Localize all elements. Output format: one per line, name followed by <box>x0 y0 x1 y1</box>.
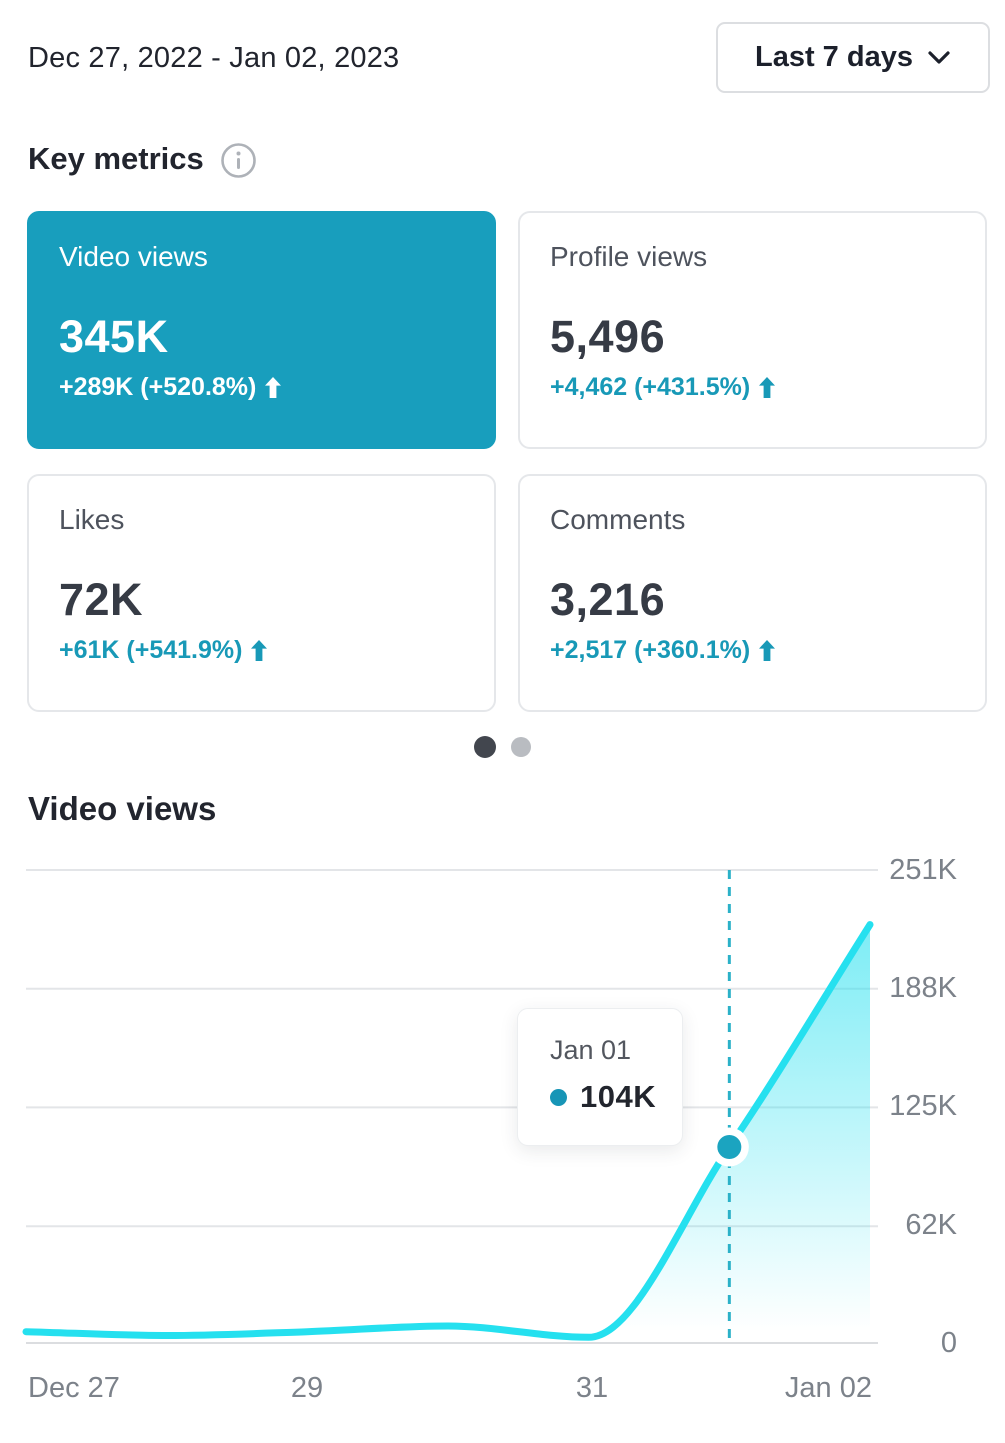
info-icon[interactable] <box>220 142 257 179</box>
line-chart-canvas[interactable] <box>0 850 1005 1365</box>
arrow-up-icon <box>251 640 268 661</box>
key-metrics-title: Key metrics <box>28 140 204 176</box>
y-axis-tick: 188K <box>889 972 957 1004</box>
pagination-dot-1[interactable] <box>474 736 496 758</box>
key-metrics-heading: Key metrics <box>28 140 257 179</box>
metric-title: Comments <box>550 504 686 535</box>
date-range-label: Dec 27, 2022 - Jan 02, 2023 <box>28 42 400 74</box>
metric-delta: +61K (+541.9%) <box>59 636 464 665</box>
metric-value: 72K <box>59 574 144 625</box>
date-range-selector-button[interactable]: Last 7 days <box>716 22 990 93</box>
metric-card-video-views[interactable]: Video views 345K +289K (+520.8%) <box>27 211 496 449</box>
chart-section-title: Video views <box>28 790 217 827</box>
y-axis-tick: 0 <box>940 1327 957 1359</box>
metric-delta: +2,517 (+360.1%) <box>550 636 955 665</box>
chevron-down-icon <box>927 50 951 65</box>
carousel-pagination <box>0 736 1005 758</box>
key-metrics-cards: Video views 345K +289K (+520.8%) Profile… <box>27 211 987 712</box>
metric-card-likes[interactable]: Likes 72K +61K (+541.9%) <box>27 474 496 712</box>
arrow-up-icon <box>265 377 282 398</box>
metric-delta: +289K (+520.8%) <box>59 373 464 402</box>
y-axis-tick: 251K <box>889 854 957 886</box>
y-axis-tick: 125K <box>889 1090 957 1122</box>
x-axis-tick: 31 <box>575 1372 609 1404</box>
chart-tooltip: Jan 01 104K <box>517 1008 683 1146</box>
pagination-dot-2[interactable] <box>511 737 531 757</box>
tooltip-date: Jan 01 <box>550 1035 632 1065</box>
metric-title: Likes <box>59 504 125 535</box>
x-axis-tick: Dec 27 <box>28 1372 120 1404</box>
metric-card-profile-views[interactable]: Profile views 5,496 +4,462 (+431.5%) <box>518 211 987 449</box>
video-views-chart[interactable]: 251K 188K 125K 62K 0 Dec 27 29 31 Jan 02… <box>0 850 1005 1443</box>
metric-card-comments[interactable]: Comments 3,216 +2,517 (+360.1%) <box>518 474 987 712</box>
series-dot-icon <box>550 1088 567 1106</box>
x-axis-tick: Jan 02 <box>784 1372 872 1404</box>
y-axis-tick: 62K <box>905 1209 957 1241</box>
x-axis-tick: 29 <box>290 1372 324 1404</box>
metric-title: Profile views <box>550 241 708 272</box>
tooltip-value: 104K <box>580 1079 657 1114</box>
metric-value: 3,216 <box>550 574 666 625</box>
arrow-up-icon <box>759 377 776 398</box>
metric-title: Video views <box>59 241 208 272</box>
metric-value: 345K <box>59 311 169 362</box>
metric-value: 5,496 <box>550 311 666 362</box>
date-range-selector-label: Last 7 days <box>755 41 913 73</box>
metric-delta: +4,462 (+431.5%) <box>550 373 955 402</box>
arrow-up-icon <box>759 640 776 661</box>
